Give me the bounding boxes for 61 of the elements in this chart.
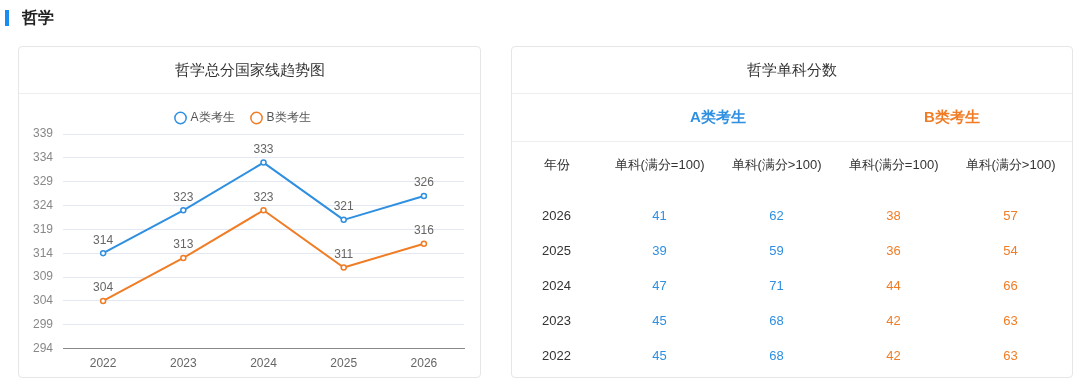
legend-label: B类考生 [266, 110, 311, 125]
y-tick-label: 334 [32, 150, 54, 165]
y-tick-label: 324 [32, 197, 54, 212]
x-tick-label: 单科(满分>100) [730, 156, 823, 174]
data-label: 311 [334, 246, 354, 261]
y-tick-label: 319 [32, 221, 54, 236]
data-label: 41 [651, 208, 668, 223]
y-tick-label: 339 [32, 126, 54, 141]
text: A类考生 [689, 108, 747, 127]
y-tick-label: 299 [32, 317, 54, 332]
x-tick-label: 单科(满分=100) [847, 156, 940, 174]
data-label: 314 [93, 232, 114, 247]
data-label: 63 [1002, 313, 1019, 328]
data-label: 59 [768, 243, 785, 258]
data-label: 68 [768, 348, 785, 363]
data-label: 36 [885, 243, 902, 258]
text: 哲学 [22, 8, 54, 28]
text: B类考生 [923, 108, 981, 127]
x-tick-label: 单科(满分>100) [964, 156, 1057, 174]
data-label: 42 [885, 313, 902, 328]
data-label: 321 [333, 199, 355, 214]
data-label: 47 [651, 278, 668, 293]
data-label: 323 [173, 189, 194, 204]
y-tick-label: 329 [32, 174, 54, 188]
x-tick-label: 2022 [89, 356, 117, 371]
data-label: 45 [651, 313, 668, 328]
y-tick-label: 314 [32, 245, 54, 260]
y-tick-label: 2025 [541, 243, 572, 258]
y-tick-label: 294 [32, 340, 54, 355]
data-label: 38 [885, 208, 902, 223]
y-tick-label: 304 [32, 293, 54, 308]
data-label: 45 [651, 348, 668, 363]
y-axis-title: 年份 [542, 156, 571, 174]
data-label: 54 [1002, 243, 1019, 258]
data-label: 326 [413, 175, 435, 190]
data-label: 57 [1002, 208, 1019, 223]
data-label: 39 [651, 243, 668, 258]
y-tick-label: 2024 [541, 278, 572, 293]
data-label: 62 [768, 208, 785, 223]
data-label: 316 [413, 223, 435, 237]
legend-label: A类考生 [190, 110, 235, 125]
x-tick-label: 2025 [330, 356, 358, 371]
data-label: 313 [173, 237, 194, 252]
data-label: 44 [885, 278, 902, 293]
x-tick-label: 2024 [250, 356, 278, 371]
chart-title: 哲学总分国家线趋势图 [19, 47, 480, 94]
data-label: 42 [885, 348, 902, 363]
x-tick-label: 2023 [169, 356, 197, 371]
data-label: 63 [1002, 348, 1019, 363]
data-label: 304 [93, 280, 114, 295]
chart-title: 哲学单科分数 [512, 47, 1072, 94]
data-label: 333 [253, 141, 274, 156]
x-tick-label: 单科(满分=100) [613, 156, 706, 174]
data-label: 66 [1002, 278, 1019, 293]
x-tick-label: 2026 [410, 356, 438, 371]
data-label: 71 [768, 278, 785, 293]
y-tick-label: 2023 [541, 313, 572, 328]
data-label: 68 [768, 313, 785, 328]
y-tick-label: 309 [32, 269, 54, 284]
data-label: 323 [253, 189, 274, 204]
y-tick-label: 2026 [541, 208, 572, 223]
